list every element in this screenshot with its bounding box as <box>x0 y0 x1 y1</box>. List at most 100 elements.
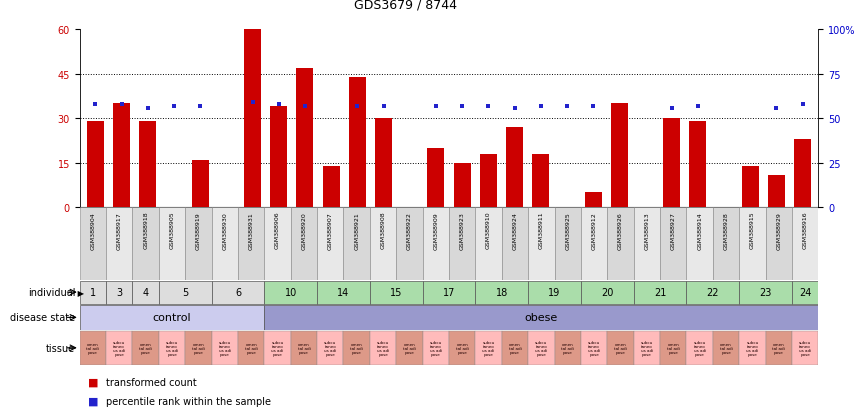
Bar <box>264 208 291 280</box>
Bar <box>132 281 158 304</box>
Bar <box>80 331 106 365</box>
Bar <box>264 281 317 304</box>
Bar <box>454 163 470 208</box>
Text: 17: 17 <box>443 287 456 297</box>
Text: GSM388920: GSM388920 <box>301 211 307 249</box>
Bar <box>480 154 497 208</box>
Bar <box>106 281 132 304</box>
Text: GSM388905: GSM388905 <box>170 211 175 249</box>
Bar <box>740 281 792 304</box>
Text: GSM388916: GSM388916 <box>803 211 808 249</box>
Text: omen
tal adi
pose: omen tal adi pose <box>139 342 152 354</box>
Bar <box>581 281 634 304</box>
Text: subcu
taneo
us adi
pose: subcu taneo us adi pose <box>641 340 653 356</box>
Bar <box>158 281 211 304</box>
Bar <box>80 305 264 330</box>
Bar <box>766 331 792 365</box>
Bar <box>501 208 528 280</box>
Text: GSM388904: GSM388904 <box>90 211 95 249</box>
Text: 18: 18 <box>495 287 508 297</box>
Bar <box>423 208 449 280</box>
Bar <box>713 331 740 365</box>
Bar <box>607 331 634 365</box>
Text: GSM388923: GSM388923 <box>460 211 465 249</box>
Text: disease state: disease state <box>10 313 75 323</box>
Text: subcu
taneo
us adi
pose: subcu taneo us adi pose <box>482 340 494 356</box>
Text: obese: obese <box>525 313 558 323</box>
Text: GSM388907: GSM388907 <box>328 211 333 249</box>
Bar <box>106 331 132 365</box>
Bar <box>344 331 370 365</box>
Text: ■: ■ <box>88 396 99 406</box>
Text: omen
tal adi
pose: omen tal adi pose <box>192 342 204 354</box>
Text: omen
tal adi
pose: omen tal adi pose <box>87 342 100 354</box>
Text: GSM388930: GSM388930 <box>223 211 227 249</box>
Text: GSM388926: GSM388926 <box>618 211 623 249</box>
Bar <box>689 122 707 208</box>
Text: GSM388921: GSM388921 <box>354 211 359 249</box>
Bar <box>370 281 423 304</box>
Text: subcu
taneo
us adi
pose: subcu taneo us adi pose <box>588 340 600 356</box>
Bar <box>211 208 238 280</box>
Text: subcu
taneo
us adi
pose: subcu taneo us adi pose <box>746 340 759 356</box>
Bar <box>264 305 818 330</box>
Bar <box>554 331 581 365</box>
Bar <box>211 331 238 365</box>
Bar <box>607 208 634 280</box>
Bar <box>323 166 339 208</box>
Bar <box>80 281 106 304</box>
Bar <box>449 331 475 365</box>
Bar <box>506 128 523 208</box>
Bar <box>428 149 444 208</box>
Bar <box>397 331 423 365</box>
Text: GSM388924: GSM388924 <box>513 211 518 249</box>
Text: GSM388931: GSM388931 <box>249 211 254 249</box>
Bar <box>475 281 528 304</box>
Bar <box>158 331 185 365</box>
Text: 22: 22 <box>707 287 719 297</box>
Bar <box>611 104 628 208</box>
Bar <box>317 281 370 304</box>
Bar <box>370 208 397 280</box>
Bar <box>423 281 475 304</box>
Text: GSM388912: GSM388912 <box>591 211 597 249</box>
Bar <box>375 119 392 208</box>
Bar <box>528 331 554 365</box>
Bar <box>501 331 528 365</box>
Bar <box>370 331 397 365</box>
Text: GSM388918: GSM388918 <box>143 211 148 249</box>
Bar <box>158 208 185 280</box>
Text: 23: 23 <box>759 287 772 297</box>
Text: subcu
taneo
us adi
pose: subcu taneo us adi pose <box>377 340 389 356</box>
Text: ■: ■ <box>88 377 99 387</box>
Bar <box>349 78 365 208</box>
Text: GSM388917: GSM388917 <box>117 211 122 249</box>
Bar <box>132 331 158 365</box>
Text: individual: individual <box>28 287 75 297</box>
Text: omen
tal adi
pose: omen tal adi pose <box>298 342 310 354</box>
Text: omen
tal adi
pose: omen tal adi pose <box>720 342 733 354</box>
Text: omen
tal adi
pose: omen tal adi pose <box>403 342 416 354</box>
Bar <box>185 208 211 280</box>
Bar <box>634 208 660 280</box>
Bar <box>687 208 713 280</box>
Text: GSM388915: GSM388915 <box>750 211 755 249</box>
Text: control: control <box>152 313 191 323</box>
Text: 6: 6 <box>235 287 241 297</box>
Bar <box>792 281 818 304</box>
Text: subcu
taneo
us adi
pose: subcu taneo us adi pose <box>324 340 336 356</box>
Bar <box>113 104 130 208</box>
Text: omen
tal adi
pose: omen tal adi pose <box>667 342 680 354</box>
Bar <box>296 69 313 208</box>
Text: GSM388922: GSM388922 <box>407 211 412 249</box>
Bar <box>291 331 317 365</box>
Text: omen
tal adi
pose: omen tal adi pose <box>614 342 627 354</box>
Text: subcu
taneo
us adi
pose: subcu taneo us adi pose <box>271 340 284 356</box>
Bar <box>634 331 660 365</box>
Bar <box>264 331 291 365</box>
Bar <box>792 208 818 280</box>
Bar <box>397 208 423 280</box>
Text: GSM388910: GSM388910 <box>486 211 491 249</box>
Bar <box>211 281 264 304</box>
Bar <box>687 281 740 304</box>
